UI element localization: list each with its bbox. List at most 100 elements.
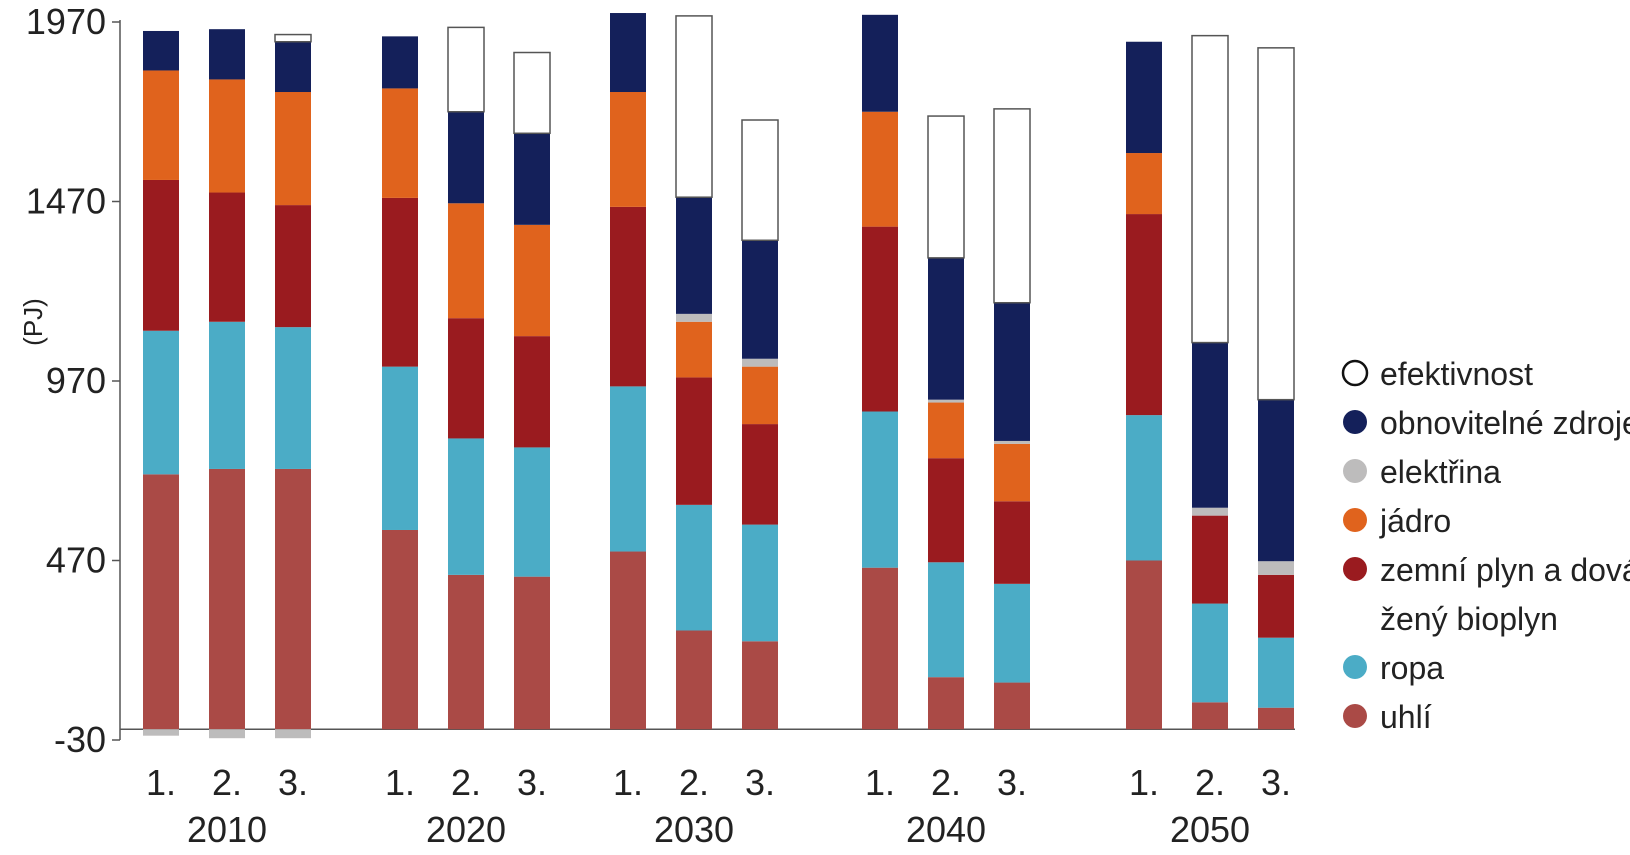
bar-segment: [274, 33, 312, 43]
bar-segment: [513, 51, 551, 135]
group-label: 2040: [906, 809, 986, 850]
bar-segment: [1126, 214, 1162, 416]
bar-label: 3.: [997, 762, 1027, 803]
bar-segment: [275, 41, 311, 93]
bar-label: 1.: [385, 762, 415, 803]
bar-segment: [610, 206, 646, 387]
bar-segment: [143, 474, 179, 730]
bar-segment: [1257, 47, 1295, 401]
bar-segment: [994, 302, 1030, 441]
bar-segment: [275, 205, 311, 328]
bar-segment: [928, 458, 964, 563]
bar-segment: [927, 115, 965, 259]
group-label: 2050: [1170, 809, 1250, 850]
y-tick-label: 970: [46, 360, 106, 401]
y-tick-label: 1470: [26, 181, 106, 222]
legend-label: elektřina: [1380, 454, 1501, 490]
bar-segment: [275, 327, 311, 469]
bar-segment: [514, 224, 550, 337]
bar-segment: [209, 79, 245, 193]
legend-swatch: [1343, 704, 1367, 728]
bar-segment: [928, 257, 964, 400]
bar-segment: [676, 313, 712, 322]
bar-segment: [742, 240, 778, 359]
bar-label: 3.: [745, 762, 775, 803]
bar-segment: [1126, 415, 1162, 561]
bar-label: 2.: [679, 762, 709, 803]
x-axis: 1. 2. 3. 2010 1. 2. 3. 2020 1. 2. 3. 2030 1. 2. 3. 2040…: [146, 762, 1291, 850]
bar-segment: [1192, 702, 1228, 730]
bar-label: 2.: [212, 762, 242, 803]
bar-segment: [928, 402, 964, 459]
bar-label: 3.: [517, 762, 547, 803]
bar-segment: [994, 682, 1030, 730]
bar-segment: [514, 133, 550, 225]
bar-segment: [610, 386, 646, 552]
bar-segment: [676, 504, 712, 631]
bar-segment: [676, 630, 712, 730]
bar-segment: [382, 88, 418, 198]
bar-segment: [143, 30, 179, 71]
bar-segment: [209, 29, 245, 80]
bar-segment: [448, 318, 484, 439]
bar-segment: [382, 36, 418, 89]
bar-segment: [143, 70, 179, 180]
bar-segment: [514, 447, 550, 577]
bar-segment: [1192, 603, 1228, 703]
bar-segment: [993, 108, 1031, 304]
bar-segment: [1126, 560, 1162, 730]
legend-swatch: [1343, 655, 1367, 679]
bar-segment: [1192, 507, 1228, 516]
bar-segment: [448, 111, 484, 204]
legend-label: obnovitelné zdroje: [1380, 405, 1630, 441]
bar-segment: [143, 330, 179, 475]
legend-label: efektivnost: [1380, 356, 1533, 392]
bar-segment: [209, 468, 245, 730]
bar-segment: [610, 551, 646, 730]
legend-swatch: [1341, 359, 1369, 387]
bar-segment: [994, 501, 1030, 584]
bar-segment: [447, 26, 485, 113]
legend-label: jádro: [1379, 503, 1451, 539]
bar-segment: [1258, 574, 1294, 638]
bar-segment: [1258, 637, 1294, 708]
bar-segment: [1191, 34, 1229, 344]
bar-segment: [742, 424, 778, 525]
bar-label: 1.: [865, 762, 895, 803]
group-label: 2010: [187, 809, 267, 850]
bar-segment: [209, 192, 245, 322]
bar-segment: [994, 443, 1030, 502]
bar-label: 2.: [931, 762, 961, 803]
legend-label: uhlí: [1380, 699, 1432, 735]
bar-segment: [676, 377, 712, 505]
bar-segment: [675, 15, 713, 198]
bar-segment: [1126, 153, 1162, 215]
group-label: 2030: [654, 809, 734, 850]
bar-segment: [143, 179, 179, 331]
bar-segment: [610, 92, 646, 207]
bar-segment: [862, 14, 898, 112]
bar-segment: [1258, 707, 1294, 730]
bar-segment: [676, 321, 712, 378]
legend-swatch: [1343, 557, 1367, 581]
bar-label: 1.: [146, 762, 176, 803]
bar-label: 3.: [1261, 762, 1291, 803]
bar-segment: [742, 366, 778, 425]
bar-segment: [514, 336, 550, 448]
bar-segment: [1258, 399, 1294, 562]
bar-label: 2.: [451, 762, 481, 803]
group-label: 2020: [426, 809, 506, 850]
bar-segment: [209, 321, 245, 469]
bar-segment: [676, 197, 712, 314]
bar-segment: [741, 119, 779, 242]
bar-segment: [994, 440, 1030, 444]
bar-segment: [742, 358, 778, 367]
legend: efektivnost obnovitelné zdroje elektřina já…: [1341, 356, 1630, 735]
bar-segment: [448, 438, 484, 575]
bar-segment: [1258, 561, 1294, 575]
bar-segment: [275, 92, 311, 206]
y-tick-label: -30: [54, 719, 106, 760]
legend-swatch: [1343, 508, 1367, 532]
legend-label: ropa: [1380, 650, 1444, 686]
